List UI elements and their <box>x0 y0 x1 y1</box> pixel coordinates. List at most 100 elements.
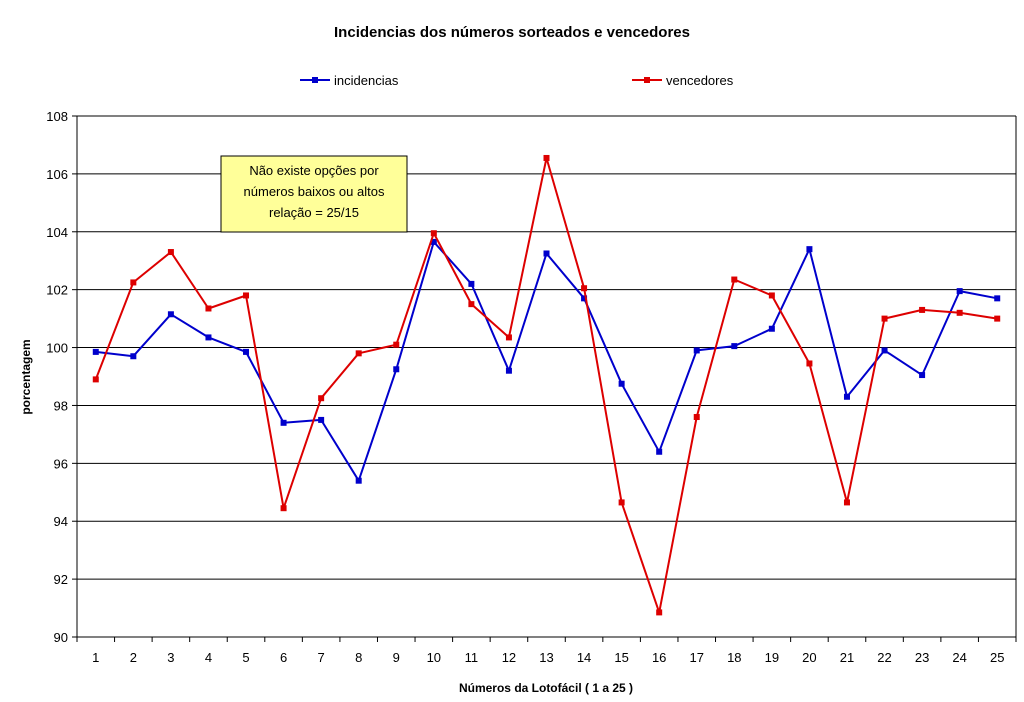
point-incidencias <box>806 246 813 253</box>
x-tick-label: 6 <box>280 650 287 665</box>
point-incidencias <box>130 353 137 360</box>
point-vencedores <box>693 414 700 421</box>
point-vencedores <box>881 315 888 322</box>
point-incidencias <box>167 311 174 318</box>
x-tick-label: 10 <box>427 650 441 665</box>
series-group <box>92 154 1001 616</box>
y-tick-label: 92 <box>54 572 68 587</box>
point-vencedores <box>994 315 1001 322</box>
point-vencedores <box>468 301 475 308</box>
annotation-line-2: números baixos ou altos <box>244 184 385 199</box>
point-vencedores <box>243 292 250 299</box>
point-incidencias <box>919 372 926 379</box>
point-vencedores <box>806 360 813 367</box>
y-tick-label: 108 <box>46 109 68 124</box>
point-vencedores <box>205 305 212 312</box>
legend-marker-vencedores <box>644 77 650 83</box>
point-incidencias <box>468 280 475 287</box>
point-incidencias <box>92 348 99 355</box>
x-tick-label: 8 <box>355 650 362 665</box>
legend-marker-incidencias <box>312 77 318 83</box>
point-incidencias <box>656 448 663 455</box>
point-incidencias <box>355 477 362 484</box>
legend-label-incidencias: incidencias <box>334 73 399 88</box>
point-incidencias <box>280 419 287 426</box>
x-tick-label: 1 <box>92 650 99 665</box>
point-vencedores <box>919 306 926 313</box>
annotation-line-1: Não existe opções por <box>249 163 379 178</box>
point-incidencias <box>843 393 850 400</box>
chart-title: Incidencias dos números sorteados e venc… <box>334 24 690 41</box>
point-vencedores <box>581 285 588 292</box>
point-incidencias <box>768 325 775 332</box>
x-tick-label: 25 <box>990 650 1004 665</box>
x-tick-label: 11 <box>465 650 479 665</box>
y-axis-ticks: 90 92 94 96 98 100 102 104 106 108 <box>46 109 77 645</box>
annotation-box: Não existe opções por números baixos ou … <box>220 155 408 233</box>
x-tick-label: 16 <box>652 650 666 665</box>
y-tick-label: 104 <box>46 225 68 240</box>
x-tick-label: 21 <box>840 650 854 665</box>
y-tick-label: 94 <box>54 514 68 529</box>
point-vencedores <box>956 309 963 316</box>
point-vencedores <box>656 609 663 616</box>
annotation-background <box>220 155 408 233</box>
x-tick-label: 9 <box>393 650 400 665</box>
x-tick-label: 13 <box>539 650 553 665</box>
point-vencedores <box>543 154 550 161</box>
y-tick-label: 96 <box>54 456 68 471</box>
point-vencedores <box>768 292 775 299</box>
y-tick-label: 106 <box>46 167 68 182</box>
y-axis-title: porcentagem <box>19 339 33 414</box>
x-tick-label: 7 <box>318 650 325 665</box>
x-axis-title: Números da Lotofácil ( 1 a 25 ) <box>459 681 633 695</box>
y-tick-label: 100 <box>46 341 68 356</box>
series-line-incidencias <box>95 240 998 482</box>
legend: incidencias vencedores <box>300 73 734 88</box>
point-incidencias <box>994 295 1001 302</box>
legend-label-vencedores: vencedores <box>666 73 734 88</box>
x-tick-label: 24 <box>952 650 966 665</box>
point-incidencias <box>243 348 250 355</box>
point-incidencias <box>693 347 700 354</box>
point-incidencias <box>543 250 550 257</box>
point-vencedores <box>843 499 850 506</box>
x-tick-label: 20 <box>802 650 816 665</box>
point-incidencias <box>205 334 212 341</box>
y-tick-label: 98 <box>54 398 68 413</box>
point-incidencias <box>318 416 325 423</box>
x-tick-label: 2 <box>130 650 137 665</box>
y-tick-label: 90 <box>54 630 68 645</box>
point-vencedores <box>318 395 325 402</box>
point-vencedores <box>430 230 437 237</box>
point-incidencias <box>881 347 888 354</box>
point-incidencias <box>618 380 625 387</box>
point-vencedores <box>130 279 137 286</box>
point-vencedores <box>92 376 99 383</box>
point-vencedores <box>280 505 287 512</box>
point-incidencias <box>505 367 512 374</box>
x-tick-label: 22 <box>877 650 891 665</box>
x-tick-label: 14 <box>577 650 591 665</box>
x-tick-label: 12 <box>502 650 516 665</box>
x-tick-label: 17 <box>690 650 704 665</box>
point-vencedores <box>618 499 625 506</box>
x-tick-label: 18 <box>727 650 741 665</box>
y-tick-label: 102 <box>46 283 68 298</box>
point-incidencias <box>731 343 738 350</box>
annotation-line-3: relação = 25/15 <box>269 205 359 220</box>
x-tick-label: 5 <box>242 650 249 665</box>
point-vencedores <box>731 276 738 283</box>
point-incidencias <box>430 238 437 245</box>
x-tick-label: 23 <box>915 650 929 665</box>
point-incidencias <box>581 295 588 302</box>
x-tick-label: 4 <box>205 650 212 665</box>
x-tick-label: 19 <box>765 650 779 665</box>
x-tick-label: 15 <box>614 650 628 665</box>
point-incidencias <box>956 288 963 295</box>
point-incidencias <box>393 366 400 373</box>
point-vencedores <box>355 350 362 357</box>
x-axis-ticks: 1 2 3 4 5 6 7 8 9 10 11 12 13 14 15 16 17 18 19 20 21 22 23 24 2… <box>76 637 1017 665</box>
x-tick-label: 3 <box>167 650 174 665</box>
